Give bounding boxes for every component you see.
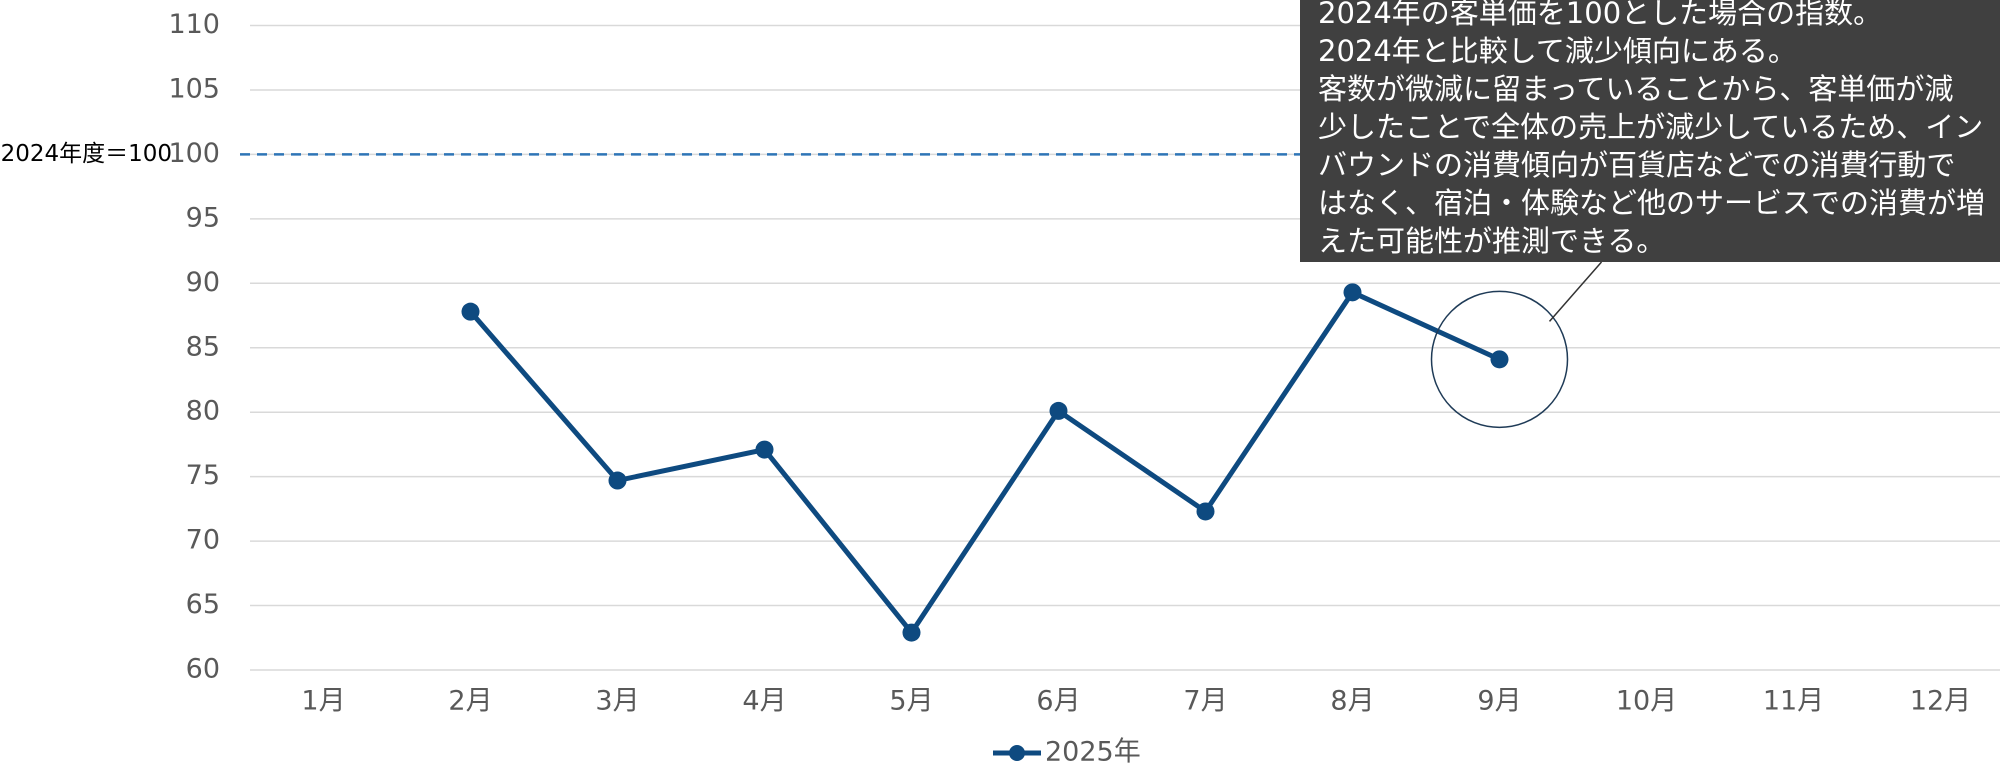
leader-line [1548,261,1603,322]
y-tick-label: 95 [186,202,220,233]
y-tick-label: 60 [186,654,220,685]
x-tick-label: 12月 [1910,686,1971,717]
x-tick-label: 7月 [1183,686,1227,717]
y-tick-label: 110 [168,9,220,40]
y-tick-label: 75 [186,460,220,491]
x-tick-label: 5月 [889,686,933,717]
x-tick-label: 11月 [1763,686,1824,717]
annotation-text: はなく、宿泊・体験など他のサービスでの消費が増 [1318,186,1985,220]
data-point [1343,283,1362,302]
y-tick-label: 90 [186,267,220,298]
data-point [1049,401,1068,420]
legend-label: 2025年 [1045,737,1141,767]
highlight-circle [1430,290,1569,429]
reference-value: 100 [168,138,220,169]
y-tick-label: 70 [186,525,220,556]
y-tick-label: 65 [186,589,220,620]
x-tick-label: 1月 [301,686,345,717]
legend-marker [1009,745,1025,761]
annotation-text: 2024年と比較して減少傾向にある。 [1318,34,1797,68]
data-point [755,440,774,459]
y-tick-label: 85 [186,331,220,362]
annotation-text: バウンドの消費傾向が百貨店などでの消費行動で [1318,148,1955,182]
annotation-text: 2024年の客単価を100とした場合の指数。 [1318,0,1882,30]
x-tick-label: 8月 [1330,686,1374,717]
annotation-box [1300,0,2000,262]
x-tick-label: 9月 [1477,686,1521,717]
data-point [461,302,480,321]
x-tick-label: 2月 [448,686,492,717]
data-point [608,471,627,490]
x-tick-label: 4月 [742,686,786,717]
x-tick-label: 10月 [1616,686,1677,717]
data-point [1490,350,1509,369]
reference-label: 2024年度＝100 [1,141,172,167]
series-line [468,289,1501,636]
x-tick-label: 3月 [595,686,639,717]
y-tick-label: 80 [186,396,220,427]
annotation-text: 客数が微減に留まっていることから、客単価が減 [1318,72,1953,106]
annotation-text: 少したことで全体の売上が減少しているため、イン [1318,110,1983,144]
annotation-text: えた可能性が推測できる。 [1318,224,1665,258]
data-point [1196,502,1215,521]
data-point [902,623,921,642]
x-tick-label: 6月 [1036,686,1080,717]
y-tick-label: 105 [168,73,220,104]
